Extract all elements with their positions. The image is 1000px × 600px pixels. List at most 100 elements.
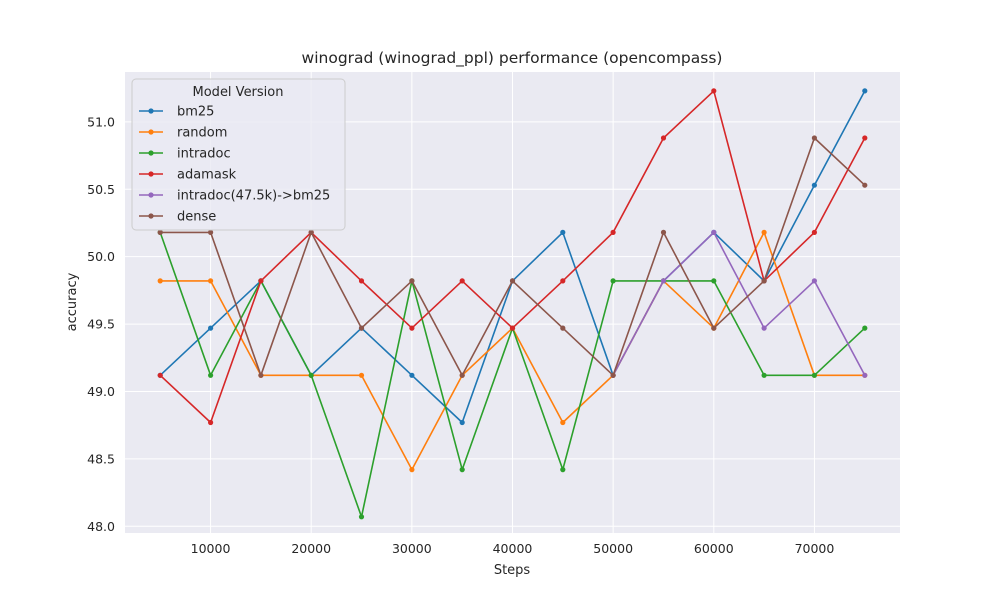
data-point-bm25 [811, 182, 818, 188]
data-point-bm25 [459, 419, 465, 426]
data-point-dense [560, 325, 566, 331]
data-point-dense [208, 229, 214, 235]
data-point-bm25 [560, 229, 566, 235]
data-point-dense [258, 372, 264, 378]
data-point-dense [610, 372, 616, 378]
x-tick-label: 50000 [593, 541, 633, 556]
data-point-dense [358, 325, 365, 331]
data-point-intradoc [208, 372, 214, 378]
y-tick-label: 48.5 [87, 451, 115, 466]
legend-label: intradoc [177, 147, 231, 162]
data-point-adamask [358, 278, 365, 284]
data-point-adamask [811, 229, 818, 235]
data-point-random [157, 278, 163, 284]
series-dense [157, 135, 868, 378]
series-intradoc-47-5k-bm25 [610, 229, 868, 378]
legend-marker [148, 150, 154, 156]
data-point-dense [509, 278, 516, 284]
data-point-random [208, 278, 214, 284]
x-tick-label: 20000 [291, 541, 331, 556]
legend-items: bm25 random intradoc adamask intradoc(47.5k)… [139, 105, 330, 225]
x-tick-label: 40000 [493, 541, 533, 556]
x-axis-ticks: 10000 20000 30000 40000 50000 60000 70000 [191, 541, 835, 556]
legend-label: adamask [177, 168, 237, 183]
legend-marker [148, 108, 154, 114]
legend-item-random: random [139, 126, 227, 141]
data-point-intradoc [761, 372, 767, 378]
legend-marker [148, 129, 154, 135]
x-tick-label: 30000 [392, 541, 432, 556]
y-tick-label: 51.0 [87, 114, 115, 129]
data-point-adamask [862, 135, 868, 141]
data-point-adamask [560, 278, 566, 284]
data-point-dense [761, 278, 767, 284]
legend-box [131, 78, 346, 231]
data-point-dense [862, 182, 868, 188]
x-tick-label: 10000 [191, 541, 231, 556]
legend-marker [148, 192, 154, 198]
x-axis-label: Steps [494, 563, 531, 578]
data-point-adamask [157, 372, 163, 378]
legend-item-adamask: adamask [139, 168, 237, 183]
data-point-adamask [258, 278, 264, 284]
data-point-adamask [711, 88, 717, 94]
series-lines [157, 88, 868, 520]
data-point-random [761, 229, 767, 235]
chart-title: winograd (winograd_ppl) performance (ope… [302, 49, 723, 68]
legend-label: intradoc(47.5k)->bm25 [177, 189, 330, 204]
y-tick-label: 48.0 [87, 519, 115, 534]
x-tick-label: 70000 [795, 541, 835, 556]
legend-item-intradoc-47-5k-bm25: intradoc(47.5k)->bm25 [139, 189, 330, 204]
y-tick-label: 49.0 [87, 384, 115, 399]
data-point-adamask [610, 229, 616, 235]
legend-label: bm25 [177, 105, 214, 120]
data-point-intradoc [459, 467, 465, 473]
legend-item-dense: dense [139, 210, 216, 225]
legend-marker [148, 171, 154, 177]
data-point-adamask [409, 325, 415, 331]
legend-label: dense [177, 210, 216, 225]
data-point-adamask [660, 135, 667, 141]
legend-item-intradoc: intradoc [139, 147, 231, 162]
data-point-random [560, 419, 566, 426]
data-point-intradoc-47-5k-bm25 [761, 325, 767, 331]
data-point-intradoc-47-5k-bm25 [711, 229, 717, 235]
data-point-adamask [459, 278, 465, 284]
data-point-intradoc-47-5k-bm25 [862, 372, 868, 378]
legend-title: Model Version [193, 85, 284, 100]
data-point-bm25 [208, 325, 214, 331]
legend-marker [148, 213, 154, 219]
data-point-intradoc [610, 278, 616, 284]
data-point-bm25 [409, 372, 415, 378]
data-point-intradoc [358, 514, 365, 520]
data-point-intradoc-47-5k-bm25 [660, 278, 667, 284]
data-point-dense [811, 135, 818, 141]
series-line-intradoc-47-5k-bm25 [612, 231, 866, 376]
legend-label: random [177, 126, 227, 141]
data-point-adamask [509, 325, 516, 331]
data-point-dense [157, 229, 163, 235]
data-point-intradoc [308, 372, 314, 378]
x-tick-label: 60000 [694, 541, 734, 556]
data-point-dense [409, 278, 415, 284]
y-axis-label: accuracy [65, 272, 80, 331]
data-point-intradoc [560, 467, 566, 473]
data-point-dense [308, 229, 314, 235]
data-point-dense [660, 229, 667, 235]
y-tick-label: 50.5 [87, 182, 115, 197]
y-axis-ticks: 48.0 48.5 49.0 49.5 50.0 50.5 51.0 [87, 114, 115, 533]
data-point-intradoc [811, 372, 818, 378]
data-point-random [358, 372, 365, 378]
data-point-intradoc [862, 325, 868, 331]
legend-item-bm25: bm25 [139, 105, 214, 120]
data-point-bm25 [862, 88, 868, 94]
y-tick-label: 49.5 [87, 317, 115, 332]
data-point-dense [711, 325, 717, 331]
data-point-intradoc [711, 278, 717, 284]
data-point-random [409, 467, 415, 473]
data-point-adamask [208, 419, 214, 426]
data-point-intradoc-47-5k-bm25 [811, 278, 818, 284]
y-tick-label: 50.0 [87, 249, 115, 264]
